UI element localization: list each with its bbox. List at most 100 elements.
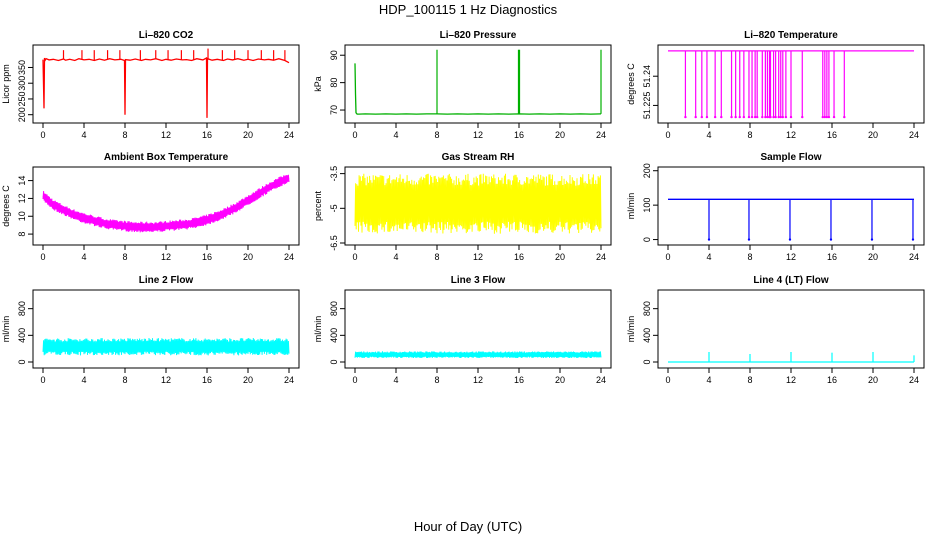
x-tick-label: 0 — [665, 130, 670, 140]
plot-frame — [344, 44, 612, 124]
y-axis-label: Licor ppm — [1, 64, 11, 104]
series-noise-band — [42, 337, 290, 356]
x-tick-label: 16 — [202, 375, 212, 385]
x-tick-label: 0 — [40, 252, 45, 262]
dip-point — [747, 115, 751, 119]
panel-title: Line 3 Flow — [451, 275, 506, 286]
dip-point — [781, 115, 784, 119]
x-tick-label: 20 — [868, 375, 878, 385]
y-tick-label: 8 — [17, 232, 27, 237]
x-tick-label: 24 — [909, 252, 919, 262]
x-tick-label: 8 — [747, 252, 752, 262]
panel-title: Sample Flow — [760, 152, 821, 163]
dip-point — [766, 115, 769, 119]
x-tick-label: 0 — [352, 252, 357, 262]
dip-point — [832, 115, 836, 119]
y-tick-label: 10 — [17, 211, 27, 221]
x-tick-label: 16 — [827, 130, 837, 140]
series-noise-band — [42, 174, 290, 233]
x-tick-label: 4 — [706, 375, 711, 385]
series-line — [42, 56, 290, 118]
x-tick-label: 16 — [827, 252, 837, 262]
x-tick-label: 12 — [786, 375, 796, 385]
panel-7: Line 2 Flow ml/min 0 4 8 12 16 20 24 0 400 800 — [1, 275, 300, 385]
y-axis-label: degrees C — [1, 185, 11, 227]
x-tick-label: 24 — [284, 375, 294, 385]
x-tick-label: 8 — [434, 252, 439, 262]
panel-9: Line 4 (LT) Flow ml/min 0 4 8 12 16 20 24 0 400 800 — [626, 275, 925, 385]
x-tick-label: 24 — [909, 130, 919, 140]
panel-title: Gas Stream RH — [442, 152, 515, 163]
y-tick-label: 300 — [17, 76, 27, 91]
x-tick-label: 8 — [434, 375, 439, 385]
y-tick-label: 0 — [642, 237, 652, 242]
panel-title: Line 4 (LT) Flow — [753, 275, 829, 286]
x-tick-label: 20 — [243, 130, 253, 140]
dip-point — [777, 115, 780, 119]
x-tick-label: 24 — [284, 130, 294, 140]
page-title: HDP_100115 1 Hz Diagnostics — [378, 2, 558, 17]
x-tick-label: 12 — [161, 252, 171, 262]
dip-point — [730, 115, 733, 119]
x-tick-label: 12 — [786, 252, 796, 262]
series-line — [42, 177, 290, 228]
y-tick-label: 350 — [17, 60, 27, 75]
y-axis-label: ml/min — [626, 193, 636, 220]
y-axis-label: percent — [313, 190, 323, 221]
x-tick-label: 4 — [393, 375, 398, 385]
x-tick-label: 20 — [555, 130, 565, 140]
dip-point — [870, 238, 874, 241]
dip-point — [911, 238, 915, 241]
y-axis-label: degrees C — [626, 63, 636, 105]
x-tick-label: 0 — [40, 375, 45, 385]
x-tick-label: 8 — [747, 130, 752, 140]
dip-point — [755, 115, 759, 119]
x-tick-label: 20 — [243, 375, 253, 385]
y-axis-label: ml/min — [313, 316, 323, 343]
dip-point — [720, 115, 723, 119]
x-tick-label: 24 — [284, 252, 294, 262]
y-tick-label: 250 — [17, 91, 27, 106]
x-tick-label: 8 — [122, 375, 127, 385]
x-tick-label: 20 — [555, 252, 565, 262]
dip-point — [827, 115, 831, 119]
x-tick-label: 4 — [706, 252, 711, 262]
x-tick-label: 12 — [786, 130, 796, 140]
panel-title: Li–820 CO2 — [139, 30, 194, 41]
y-tick-label: -3.5 — [329, 166, 339, 182]
x-tick-label: 20 — [868, 130, 878, 140]
dip-point — [788, 238, 792, 241]
y-tick-label: 400 — [642, 328, 652, 343]
dip-point — [747, 238, 751, 241]
x-tick-label: 4 — [81, 252, 86, 262]
x-tick-label: 0 — [40, 130, 45, 140]
x-tick-label: 24 — [596, 130, 606, 140]
y-tick-label: 12 — [17, 193, 27, 203]
x-tick-label: 16 — [202, 252, 212, 262]
y-tick-label: 800 — [642, 301, 652, 316]
x-tick-label: 0 — [352, 130, 357, 140]
x-tick-label: 12 — [161, 130, 171, 140]
panel-1: Li–820 CO2 Licor ppm 0 4 8 12 16 20 24 2002503003… — [1, 30, 300, 140]
dip-point — [823, 115, 827, 119]
dip-point — [705, 115, 709, 119]
x-tick-label: 24 — [596, 252, 606, 262]
dip-point — [684, 115, 687, 119]
dip-point — [825, 115, 829, 119]
panel-5: Gas Stream RH percent 0 4 8 12 16 20 24 -6.5 -5 -3.… — [313, 152, 612, 262]
x-tick-label: 4 — [393, 252, 398, 262]
dip-point — [772, 115, 775, 119]
x-tick-label: 4 — [706, 130, 711, 140]
x-tick-label: 0 — [665, 375, 670, 385]
x-tick-label: 20 — [555, 375, 565, 385]
plot-frame — [32, 166, 300, 246]
x-tick-label: 20 — [243, 252, 253, 262]
dip-point — [761, 115, 764, 119]
panel-title: Line 2 Flow — [139, 275, 194, 286]
dip-point — [753, 115, 757, 119]
plot-frame — [32, 289, 300, 369]
y-axis-label: kPa — [313, 76, 323, 92]
y-tick-label: 80 — [329, 78, 339, 88]
dip-point — [707, 238, 711, 241]
y-tick-label: 400 — [329, 328, 339, 343]
